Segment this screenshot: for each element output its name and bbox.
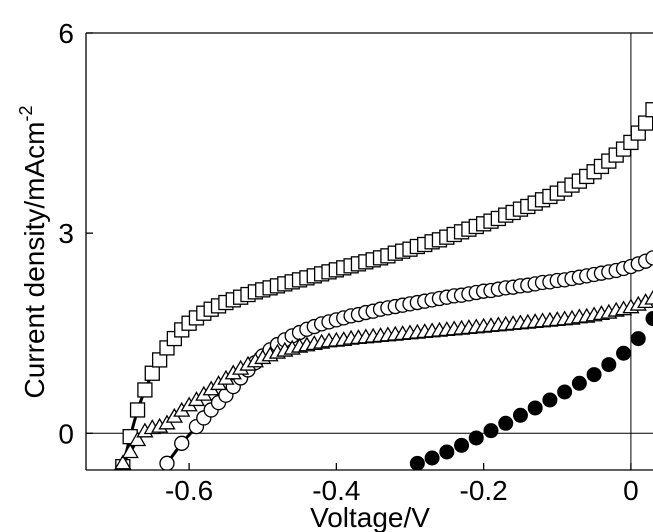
series-circle-open-fit-line bbox=[165, 256, 653, 465]
open-circle-point bbox=[159, 455, 175, 470]
x-axis-ticks: -0.6 -0.4 -0.2 0 bbox=[165, 463, 639, 506]
reference-lines bbox=[86, 33, 653, 470]
filled-circle-point bbox=[468, 430, 484, 446]
filled-circle-point bbox=[542, 392, 558, 408]
open-circle-point bbox=[645, 250, 653, 266]
series-square bbox=[115, 102, 653, 470]
x-tick-label: 0 bbox=[623, 475, 639, 506]
y-axis-title-superscript: -2 bbox=[16, 106, 36, 122]
filled-circle-point bbox=[512, 407, 528, 423]
x-tick-label: -0.6 bbox=[165, 475, 213, 506]
filled-circle-point bbox=[586, 367, 602, 383]
y-tick-label: 0 bbox=[58, 418, 74, 449]
x-tick-label: -0.2 bbox=[460, 475, 508, 506]
square-point bbox=[129, 402, 146, 418]
plot-frame bbox=[85, 32, 653, 471]
square-point bbox=[137, 382, 153, 398]
y-tick-label: 6 bbox=[58, 18, 74, 49]
filled-circle-point bbox=[645, 311, 653, 327]
x-tick-label: -0.4 bbox=[312, 475, 360, 506]
filled-circle-point bbox=[616, 345, 632, 361]
square-point bbox=[144, 365, 160, 381]
y-axis-title: Current density/mAcm-2 bbox=[16, 106, 50, 399]
x-axis-title: Voltage/V bbox=[310, 502, 430, 532]
y-tick-label: 3 bbox=[58, 218, 74, 249]
open-circle-point bbox=[174, 435, 190, 451]
series-circle-open bbox=[159, 250, 653, 470]
square-point bbox=[637, 115, 653, 131]
filled-circle-point bbox=[601, 357, 617, 373]
series-triangle bbox=[114, 289, 653, 470]
filled-circle-point bbox=[439, 444, 455, 460]
filled-circle-point bbox=[409, 455, 425, 470]
triangle-point bbox=[128, 431, 147, 447]
y-axis-title-main: Current density/mAcm bbox=[19, 122, 50, 399]
filled-circle-point bbox=[630, 331, 646, 347]
filled-circle-point bbox=[557, 384, 573, 400]
triangle-point bbox=[114, 454, 132, 470]
series-circle-filled bbox=[409, 311, 653, 470]
y-axis-ticks: 0 3 6 bbox=[58, 18, 93, 449]
filled-circle-point bbox=[454, 437, 470, 453]
series-layer bbox=[114, 102, 653, 470]
triangle-point bbox=[644, 289, 653, 305]
triangle-point bbox=[121, 443, 139, 459]
filled-circle-point bbox=[483, 423, 499, 439]
filled-circle-point bbox=[527, 400, 543, 416]
filled-circle-point bbox=[498, 415, 514, 431]
filled-circle-point bbox=[571, 375, 587, 391]
filled-circle-point bbox=[424, 450, 440, 466]
square-point bbox=[645, 102, 653, 118]
